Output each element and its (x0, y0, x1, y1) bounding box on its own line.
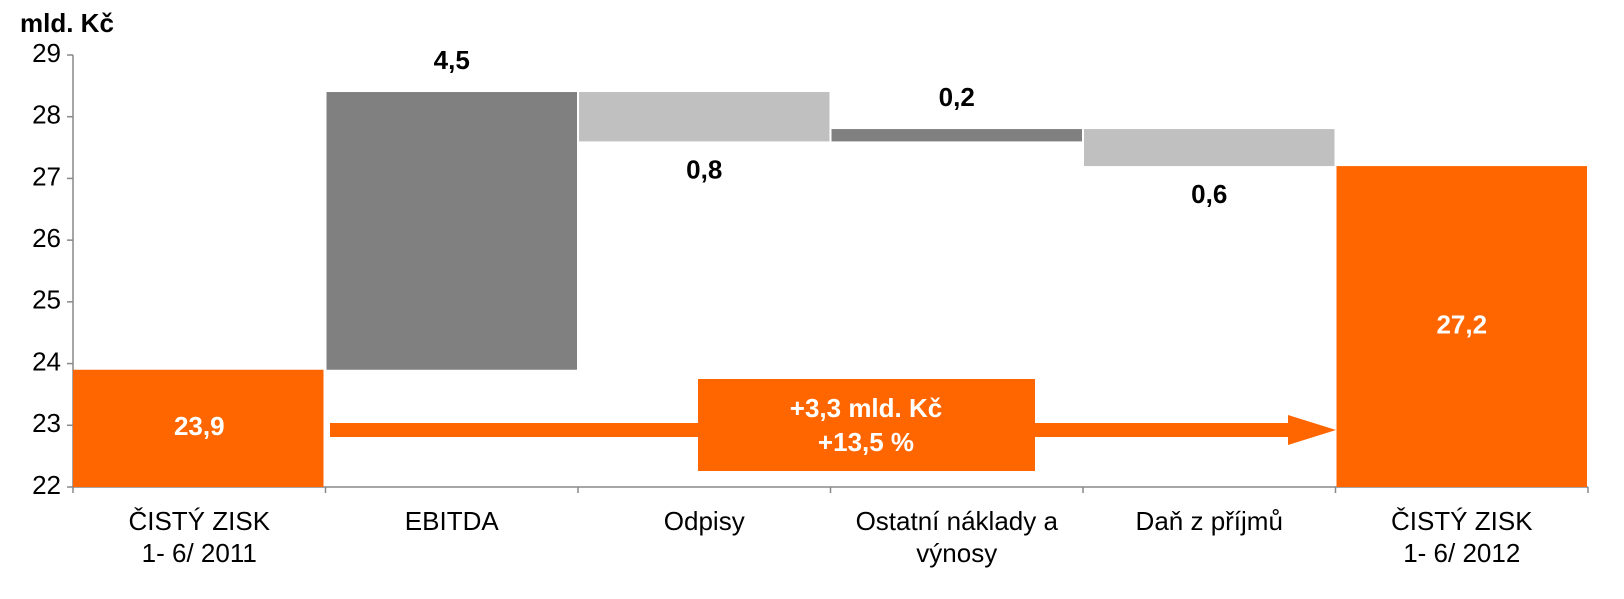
y-tick-label: 24 (32, 346, 61, 376)
data-label: 23,9 (174, 411, 225, 441)
annotation: +13,5 % (818, 427, 914, 457)
arrow-head (1288, 415, 1336, 445)
marks (73, 92, 1587, 488)
data-label: 4,5 (434, 45, 470, 75)
y-tick-label: 28 (32, 100, 61, 130)
y-tick-label: 25 (32, 285, 61, 315)
data-label: 0,2 (939, 82, 975, 112)
x-tick-label: výnosy (916, 538, 997, 568)
axis-label: mld. Kč (20, 8, 114, 38)
y-tick-label: 23 (32, 408, 61, 438)
annotation-box (698, 379, 1035, 471)
x-tick-label: Odpisy (664, 506, 745, 536)
y-tick-label: 26 (32, 223, 61, 253)
bar (326, 92, 577, 370)
bar (1084, 129, 1335, 167)
bar (579, 92, 830, 142)
y-tick-label: 27 (32, 161, 61, 191)
data-label: 27,2 (1436, 309, 1487, 339)
bar (73, 369, 324, 487)
x-tick-label: Ostatní náklady a (856, 506, 1059, 536)
x-tick-label: Daň z příjmů (1136, 506, 1283, 536)
x-tick-label: ČISTÝ ZISK (1391, 506, 1533, 536)
x-tick-label: 1- 6/ 2012 (1403, 538, 1520, 568)
data-label: 0,6 (1191, 179, 1227, 209)
bar (1336, 166, 1587, 488)
x-tick-label: EBITDA (405, 506, 500, 536)
y-tick-label: 29 (32, 38, 61, 68)
annotation: +3,3 mld. Kč (790, 393, 942, 423)
y-tick-label: 22 (32, 470, 61, 500)
x-tick-label: 1- 6/ 2011 (142, 538, 257, 568)
data-label: 0,8 (686, 154, 722, 184)
x-tick-label: ČISTÝ ZISK (128, 506, 270, 536)
bar (831, 129, 1082, 142)
